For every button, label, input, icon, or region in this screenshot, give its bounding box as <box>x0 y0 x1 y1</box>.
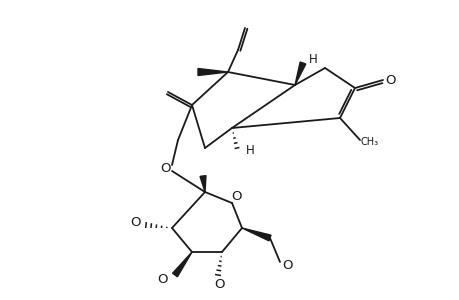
Polygon shape <box>197 68 228 76</box>
Text: O: O <box>385 74 395 86</box>
Text: O: O <box>214 278 225 292</box>
Text: O: O <box>282 260 293 272</box>
Polygon shape <box>200 176 206 192</box>
Polygon shape <box>294 62 305 85</box>
Text: O: O <box>231 190 242 203</box>
Text: O: O <box>130 217 141 230</box>
Text: CH₃: CH₃ <box>360 137 378 147</box>
Text: H: H <box>245 143 254 157</box>
Text: O: O <box>160 161 171 175</box>
Text: H: H <box>308 52 317 65</box>
Text: O: O <box>157 274 168 286</box>
Polygon shape <box>172 252 191 277</box>
Polygon shape <box>241 228 270 241</box>
